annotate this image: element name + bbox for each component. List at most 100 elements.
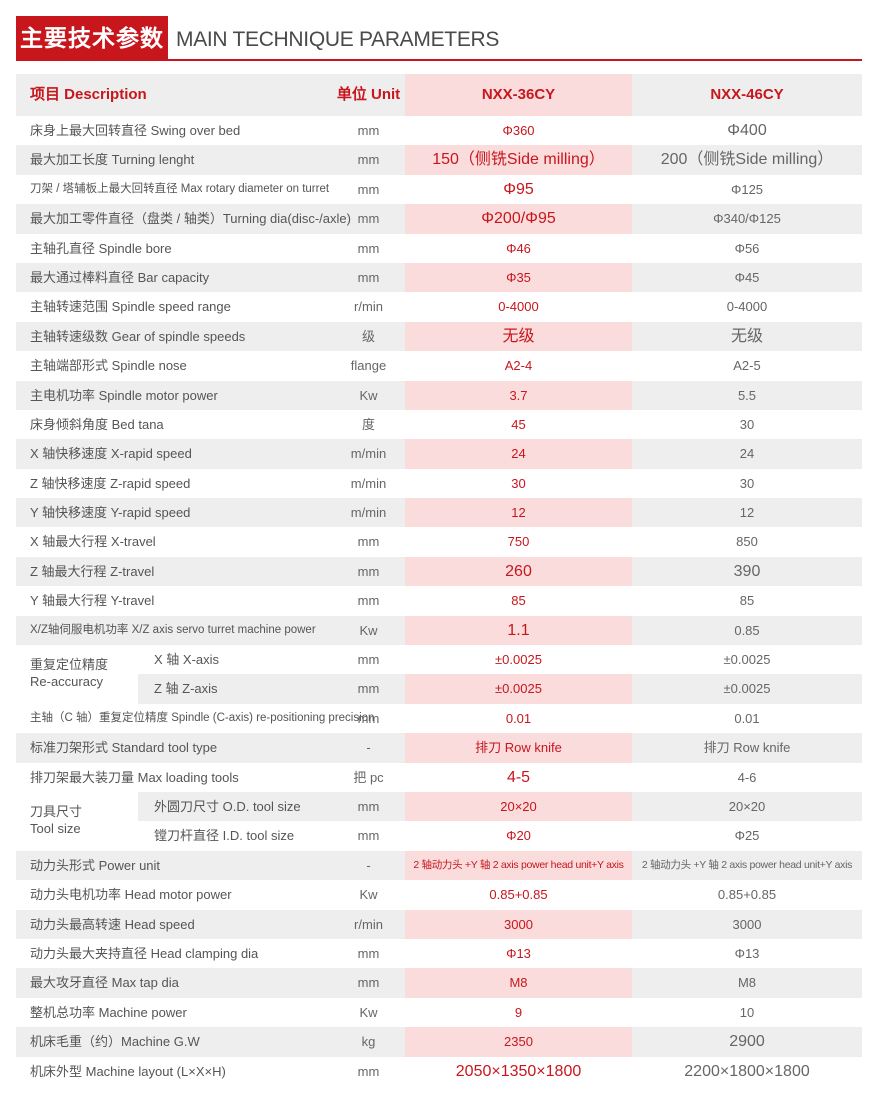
row-description: 排刀架最大装刀量 Max loading tools [30, 769, 239, 785]
row-value-model-b: Φ340/Φ125 [713, 211, 781, 227]
table-row: 外圆刀尺寸 O.D. tool size mm 20×20 20×20 [16, 791, 862, 822]
table-row: 机床毛重（约）Machine G.W kg 2350 2900 [16, 1027, 862, 1057]
table-row: X 轴最大行程 X-travel mm 750 850 [16, 527, 862, 556]
row-value-model-a: M8 [405, 968, 632, 998]
row-unit: m/min [350, 446, 387, 462]
row-value-model-a: Φ20 [506, 828, 531, 844]
table-row: Y 轴最大行程 Y-travel mm 85 85 [16, 586, 862, 615]
table-row: Z 轴 Z-axis mm ±0.0025 ±0.0025 [16, 674, 862, 704]
row-value-model-a: 750 [507, 534, 530, 550]
row-value-model-b: 无级 [730, 327, 763, 345]
row-unit: mm [357, 828, 380, 844]
row-value-model-b: ±0.0025 [723, 681, 771, 697]
row-unit: mm [357, 269, 380, 285]
row-value-model-a: 0-4000 [498, 299, 539, 315]
row-description: Y 轴快移速度 Y-rapid speed [30, 505, 191, 521]
row-value-model-a: 1.1 [405, 615, 632, 646]
row-value-model-a: 9 [514, 1004, 523, 1020]
row-description: X 轴快移速度 X-rapid speed [30, 446, 192, 462]
row-unit: mm [357, 1063, 380, 1079]
row-unit: mm [357, 975, 380, 991]
group-tool-size-cell: 刀具尺寸 Tool size [16, 792, 138, 851]
row-description: 最大加工零件直径（盘类 / 轴类）Turning dia(disc-/axle) [30, 211, 351, 227]
row-unit: Kw [359, 387, 378, 403]
row-value-model-a: 260 [405, 556, 632, 587]
title-bar: 主要技术参数 MAIN TECHNIQUE PARAMETERS [16, 16, 862, 60]
row-description: 动力头最大夹持直径 Head clamping dia [30, 945, 259, 961]
row-value-model-a: 150（侧铣Side milling） [405, 145, 632, 175]
table-row: 刀架 / 塔辅板上最大回转直径 Max rotary diameter on t… [16, 175, 862, 204]
row-value-model-b: 85 [739, 593, 755, 609]
row-unit: m/min [350, 475, 387, 491]
table-header: 项目 Description 单位 Unit NXX-36CY NXX-46CY [16, 74, 862, 116]
row-unit: mm [357, 710, 380, 726]
group-tool-size-cn: 刀具尺寸 [30, 804, 83, 820]
row-value-model-b: 390 [733, 562, 761, 580]
row-value-model-a: 0.85+0.85 [489, 887, 548, 903]
row-value-model-a: Φ13 [506, 945, 531, 961]
row-description: 床身上最大回转直径 Swing over bed [30, 123, 241, 138]
row-description: 主轴（C 轴）重复定位精度 Spindle (C-axis) re-positi… [30, 711, 375, 724]
table-row: 主电机功率 Spindle motor power Kw 3.7 5.5 [16, 380, 862, 410]
row-description: 机床毛重（约）Machine G.W [30, 1034, 200, 1050]
row-value-model-b: Φ25 [734, 828, 760, 844]
row-value-model-b: M8 [737, 975, 757, 991]
row-value-model-b: 12 [739, 505, 755, 521]
row-value-model-b: ±0.0025 [723, 652, 771, 668]
row-value-model-b: A2-5 [733, 358, 761, 374]
row-unit: mm [357, 563, 380, 579]
row-value-model-b: 2 轴动力头 +Y 轴 2 axis power head unit+Y axi… [641, 858, 853, 871]
row-unit: flange [350, 358, 387, 374]
row-value-model-b: 200（侧铣Side milling） [660, 151, 834, 169]
row-unit: mm [357, 181, 380, 197]
row-value-model-a: 85 [511, 593, 526, 609]
table-row: 床身倾斜角度 Bed tana 度 45 30 [16, 410, 862, 439]
row-unit: r/min [354, 916, 383, 932]
row-value-model-b: Φ400 [727, 122, 767, 139]
row-value-model-a: 30 [511, 475, 526, 491]
row-value-model-b: 20×20 [728, 798, 766, 814]
row-value-model-b: 4-6 [737, 769, 757, 785]
table-row: 主轴（C 轴）重复定位精度 Spindle (C-axis) re-positi… [16, 704, 862, 733]
row-description: 刀架 / 塔辅板上最大回转直径 Max rotary diameter on t… [30, 182, 330, 195]
group-reaccuracy-cn: 重复定位精度 [30, 657, 109, 673]
header-model-a: NXX-36CY [405, 74, 632, 116]
row-unit: m/min [350, 505, 387, 521]
row-description: 标准刀架形式 Standard tool type [30, 740, 218, 756]
table-row: 机床外型 Machine layout (L×X×H) mm 2050×1350×1… [16, 1057, 862, 1086]
row-unit: kg [361, 1034, 376, 1050]
row-value-model-a: 0.01 [505, 710, 532, 726]
table-row: 最大通过棒料直径 Bar capacity mm Φ35 Φ45 [16, 262, 862, 293]
row-description: 主轴孔直径 Spindle bore [30, 240, 172, 256]
table-row: 动力头形式 Power unit - 2 轴动力头 +Y 轴 2 axis powe… [16, 850, 862, 881]
row-description: 主电机功率 Spindle motor power [30, 387, 218, 403]
row-description: 主轴转速范围 Spindle speed range [30, 299, 231, 315]
row-value-model-a: Φ200/Φ95 [405, 204, 632, 234]
row-value-model-b: 排刀 Row knife [703, 740, 791, 756]
row-value-model-a: 20×20 [405, 791, 632, 822]
row-value-model-a: 无级 [405, 321, 632, 352]
table-row: Z 轴最大行程 Z-travel mm 260 390 [16, 556, 862, 587]
table-row: 排刀架最大装刀量 Max loading tools 把 pc 4-5 4-6 [16, 763, 862, 792]
group-reaccuracy: 重复定位精度 Re-accuracy [30, 656, 108, 690]
row-value-model-a: Φ46 [506, 240, 531, 256]
row-value-model-a: 排刀 Row knife [405, 733, 632, 763]
row-unit: mm [357, 534, 380, 550]
table-row: 主轴端部形式 Spindle nose flange A2-4 A2-5 [16, 351, 862, 380]
row-value-model-a: Φ35 [405, 262, 632, 293]
row-value-model-b: 0-4000 [726, 299, 768, 315]
table-row: X/Z轴伺服电机功率 X/Z axis servo turret machine… [16, 615, 862, 646]
row-unit: mm [357, 681, 380, 697]
row-unit: - [366, 740, 371, 756]
row-value-model-a: 4-5 [506, 768, 531, 786]
table-row: 整机总功率 Machine power Kw 9 10 [16, 998, 862, 1027]
table-row: Z 轴快移速度 Z-rapid speed m/min 30 30 [16, 469, 862, 498]
row-value-model-b: 30 [739, 416, 755, 432]
row-description: Z 轴快移速度 Z-rapid speed [30, 475, 191, 491]
title-divider [16, 59, 862, 61]
row-unit: mm [357, 211, 380, 227]
row-value-model-a: 2 轴动力头 +Y 轴 2 axis power head unit+Y axi… [405, 850, 632, 881]
group-reaccuracy-en: Re-accuracy [30, 674, 103, 690]
row-unit: Kw [359, 622, 378, 638]
group-reaccuracy-cell: 重复定位精度 Re-accuracy [16, 645, 138, 704]
